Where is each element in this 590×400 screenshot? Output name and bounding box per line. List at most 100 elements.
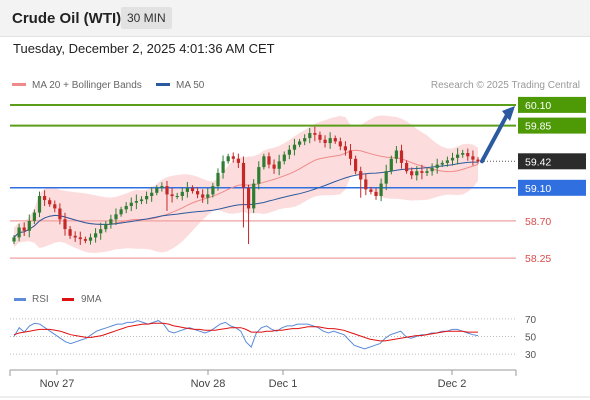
legend-label-ma20: MA 20 + Bollinger Bands: [32, 80, 142, 91]
candle-body: [231, 156, 235, 159]
candle-body: [405, 162, 409, 172]
candle: [333, 135, 337, 144]
candle: [236, 153, 240, 169]
candle: [308, 127, 312, 144]
candle-body: [257, 167, 261, 184]
candle: [231, 152, 235, 163]
candle: [292, 138, 297, 156]
candle: [277, 154, 281, 176]
candle: [216, 168, 220, 191]
price-levels-layer: [10, 103, 516, 259]
candle-body: [374, 191, 378, 196]
rsi-legend-label: RSI: [32, 294, 49, 305]
candle: [369, 186, 373, 195]
candle: [88, 233, 93, 245]
candle-body: [185, 187, 189, 192]
candle-body: [435, 164, 439, 168]
candle-body: [129, 202, 133, 206]
candle: [466, 148, 470, 161]
candle: [58, 203, 62, 225]
rsi-level-label: 30: [525, 350, 537, 361]
research-credit: Research © 2025 Trading Central: [430, 80, 580, 91]
candle-body: [303, 138, 307, 142]
candle: [165, 180, 169, 211]
ma50-line: [13, 161, 478, 238]
candle-body: [313, 133, 317, 135]
candle: [374, 188, 378, 200]
candle: [384, 164, 388, 191]
candle-body: [343, 146, 347, 151]
candle: [53, 200, 57, 213]
candle: [129, 197, 133, 212]
candle-body: [119, 209, 123, 215]
candle: [175, 192, 179, 200]
candle: [410, 167, 414, 180]
candle: [114, 208, 118, 226]
candle-body: [160, 186, 164, 188]
instrument-title: Crude Oil (WTI): [12, 10, 122, 27]
candle-body: [68, 229, 72, 236]
candle: [267, 152, 271, 169]
candle-body: [170, 194, 174, 197]
candle: [318, 131, 322, 143]
candle-body: [216, 172, 220, 187]
timeframe-badge[interactable]: 30 MIN: [121, 7, 172, 29]
candle: [364, 173, 368, 196]
candle: [190, 185, 195, 194]
candle: [287, 145, 291, 160]
price-label-box: [518, 179, 586, 196]
candle-body: [247, 187, 251, 209]
candle-body: [450, 157, 455, 161]
candle-body: [150, 192, 154, 196]
candle-body: [201, 194, 205, 198]
candle-body: [32, 212, 36, 221]
projection-arrow-line: [480, 112, 509, 164]
candle: [425, 168, 429, 176]
candle-body: [175, 196, 179, 197]
candle-body: [292, 144, 297, 150]
rsi-line: [13, 320, 479, 350]
candle: [298, 138, 302, 148]
candle: [94, 228, 98, 243]
rsi-legend-swatch: [14, 298, 26, 301]
candle-body: [252, 183, 256, 209]
candle-body: [165, 186, 169, 195]
candle-body: [73, 235, 77, 238]
candle: [134, 194, 138, 210]
candle-body: [456, 154, 460, 158]
legend-item-ma20-bollinger: MA 20 + Bollinger Bands: [12, 80, 142, 91]
candle-body: [425, 171, 429, 173]
candle: [83, 236, 87, 244]
candle-body: [241, 162, 246, 188]
price-level-label: 59.42: [525, 156, 551, 168]
candle-body: [379, 183, 383, 196]
candle: [343, 141, 347, 156]
candle-body: [430, 167, 434, 172]
candle: [354, 155, 358, 175]
candle-body: [88, 237, 93, 241]
candle-body: [155, 187, 159, 193]
price-label-box: [518, 153, 586, 170]
candle-body: [476, 159, 480, 162]
candle: [78, 231, 82, 245]
legend-label-ma50: MA 50: [176, 80, 205, 91]
candle: [252, 179, 256, 213]
candle: [150, 186, 154, 202]
candle: [272, 159, 276, 174]
candle-body: [308, 133, 312, 139]
candle-body: [211, 186, 215, 195]
candle: [17, 223, 21, 242]
candle: [303, 134, 307, 146]
price-level-label: 58.25: [525, 253, 551, 265]
candle-body: [262, 156, 266, 168]
candle-body: [196, 191, 200, 195]
candle: [185, 181, 189, 198]
candle: [440, 160, 444, 168]
candle-body: [466, 153, 470, 157]
time-axis-label: Dec 1: [269, 378, 298, 390]
candle-body: [420, 171, 424, 173]
candle: [48, 197, 52, 207]
time-axis-label: Nov 28: [191, 378, 226, 390]
price-label-box: [518, 117, 586, 134]
candle: [104, 221, 108, 233]
